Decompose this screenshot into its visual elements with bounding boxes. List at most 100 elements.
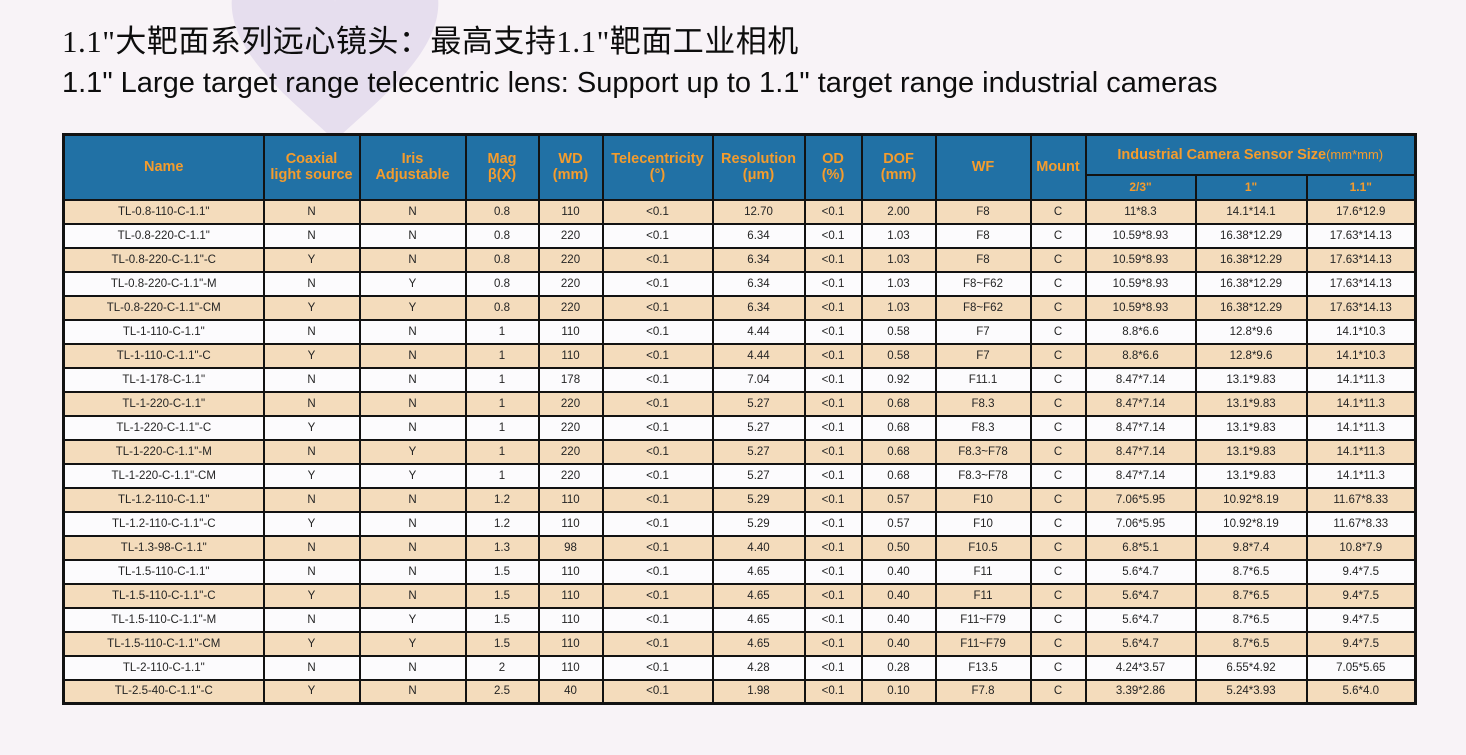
table-cell: 12.70 xyxy=(711,198,806,225)
table-cell: 1.98 xyxy=(711,678,806,705)
table-row: TL-1-220-C-1.1"-C Y N 1 220 <0.1 5.27 <0.1 0.68 F… xyxy=(62,414,1417,441)
lens-model-cell: TL-1-220-C-1.1"-CM xyxy=(62,462,265,489)
table-cell: C xyxy=(1029,462,1087,489)
table-cell: 4.65 xyxy=(711,582,806,609)
table-cell: 8.47*7.14 xyxy=(1084,390,1197,417)
table-cell: C xyxy=(1029,198,1087,225)
table-cell: <0.1 xyxy=(601,558,714,585)
table-cell: 110 xyxy=(537,486,604,513)
table-cell: C xyxy=(1029,270,1087,297)
table-cell: F8 xyxy=(934,222,1032,249)
table-cell: 0.58 xyxy=(860,318,937,345)
table-row: TL-1-110-C-1.1"-C Y N 1 110 <0.1 4.44 <0.1 0.58 F… xyxy=(62,342,1417,369)
table-cell: 17.63*14.13 xyxy=(1305,246,1417,273)
table-cell: <0.1 xyxy=(601,462,714,489)
table-cell: <0.1 xyxy=(803,414,863,441)
table-cell: <0.1 xyxy=(601,606,714,633)
table-cell: Y xyxy=(262,678,361,705)
table-cell: N xyxy=(262,198,361,225)
col-header-sensor-size: Industrial Camera Sensor Size(mm*mm) xyxy=(1084,133,1417,176)
lens-model-cell: TL-1.2-110-C-1.1" xyxy=(62,486,265,513)
table-cell: N xyxy=(358,222,467,249)
table-cell: 5.24*3.93 xyxy=(1194,678,1308,705)
table-cell: <0.1 xyxy=(803,198,863,225)
lens-model-cell: TL-1.5-110-C-1.1"-M xyxy=(62,606,265,633)
table-row: TL-0.8-220-C-1.1"-C Y N 0.8 220 <0.1 6.34 <0.1 1… xyxy=(62,246,1417,273)
table-cell: 10.92*8.19 xyxy=(1194,510,1308,537)
table-cell: 7.05*5.65 xyxy=(1305,654,1417,681)
lens-model-cell: TL-2-110-C-1.1" xyxy=(62,654,265,681)
table-cell: C xyxy=(1029,366,1087,393)
table-cell: N xyxy=(262,534,361,561)
table-cell: C xyxy=(1029,222,1087,249)
lens-model-cell: TL-1.5-110-C-1.1"-CM xyxy=(62,630,265,657)
col-header-od: OD (%) xyxy=(803,133,863,201)
table-cell: 220 xyxy=(537,222,604,249)
table-cell: 13.1*9.83 xyxy=(1194,390,1308,417)
table-cell: <0.1 xyxy=(601,678,714,705)
table-cell: 17.63*14.13 xyxy=(1305,294,1417,321)
table-cell: 9.4*7.5 xyxy=(1305,630,1417,657)
table-cell: N xyxy=(358,390,467,417)
table-cell: F13.5 xyxy=(934,654,1032,681)
table-cell: F8~F62 xyxy=(934,270,1032,297)
table-cell: 14.1*14.1 xyxy=(1194,198,1308,225)
table-cell: C xyxy=(1029,342,1087,369)
table-cell: 1.5 xyxy=(464,630,540,657)
table-cell: <0.1 xyxy=(601,318,714,345)
table-cell: 5.6*4.7 xyxy=(1084,558,1197,585)
table-cell: <0.1 xyxy=(803,510,863,537)
table-cell: 4.65 xyxy=(711,606,806,633)
table-cell: N xyxy=(262,438,361,465)
table-cell: 1.5 xyxy=(464,606,540,633)
table-cell: 0.57 xyxy=(860,486,937,513)
lens-model-cell: TL-1-220-C-1.1"-M xyxy=(62,438,265,465)
col-header-working-distance: WD (mm) xyxy=(537,133,604,201)
table-cell: 1 xyxy=(464,318,540,345)
table-cell: 0.8 xyxy=(464,198,540,225)
table-cell: F11.1 xyxy=(934,366,1032,393)
table-cell: Y xyxy=(262,510,361,537)
table-cell: <0.1 xyxy=(601,534,714,561)
table-cell: 110 xyxy=(537,342,604,369)
table-cell: <0.1 xyxy=(601,654,714,681)
table-cell: 8.47*7.14 xyxy=(1084,462,1197,489)
table-cell: <0.1 xyxy=(803,558,863,585)
table-cell: 1.5 xyxy=(464,582,540,609)
table-cell: 98 xyxy=(537,534,604,561)
table-cell: F11~F79 xyxy=(934,630,1032,657)
table-cell: 7.06*5.95 xyxy=(1084,486,1197,513)
col-header-telecentricity: Telecentricity (°) xyxy=(601,133,714,201)
table-cell: 1.2 xyxy=(464,486,540,513)
table-cell: 1.03 xyxy=(860,294,937,321)
table-cell: N xyxy=(358,486,467,513)
table-cell: 6.34 xyxy=(711,270,806,297)
table-cell: C xyxy=(1029,438,1087,465)
table-cell: 10.92*8.19 xyxy=(1194,486,1308,513)
lens-model-cell: TL-0.8-220-C-1.1" xyxy=(62,222,265,249)
table-cell: 6.34 xyxy=(711,222,806,249)
table-cell: <0.1 xyxy=(803,678,863,705)
table-cell: 13.1*9.83 xyxy=(1194,438,1308,465)
table-cell: 1.03 xyxy=(860,246,937,273)
table-row: TL-1.5-110-C-1.1"-CM Y Y 1.5 110 <0.1 4.65 <0.1… xyxy=(62,630,1417,657)
page-title-english: 1.1" Large target range telecentric lens… xyxy=(62,67,1218,99)
table-cell: 14.1*10.3 xyxy=(1305,342,1417,369)
table-cell: <0.1 xyxy=(601,390,714,417)
table-cell: N xyxy=(358,318,467,345)
table-cell: C xyxy=(1029,486,1087,513)
table-cell: 6.55*4.92 xyxy=(1194,654,1308,681)
table-cell: 110 xyxy=(537,510,604,537)
table-cell: 0.40 xyxy=(860,582,937,609)
table-cell: 1.2 xyxy=(464,510,540,537)
table-cell: N xyxy=(358,246,467,273)
table-cell: <0.1 xyxy=(803,318,863,345)
table-cell: 0.68 xyxy=(860,462,937,489)
table-cell: 16.38*12.29 xyxy=(1194,222,1308,249)
table-cell: 0.50 xyxy=(860,534,937,561)
table-cell: 1 xyxy=(464,462,540,489)
table-cell: 4.24*3.57 xyxy=(1084,654,1197,681)
table-cell: 9.4*7.5 xyxy=(1305,582,1417,609)
table-cell: N xyxy=(262,366,361,393)
table-cell: 110 xyxy=(537,654,604,681)
